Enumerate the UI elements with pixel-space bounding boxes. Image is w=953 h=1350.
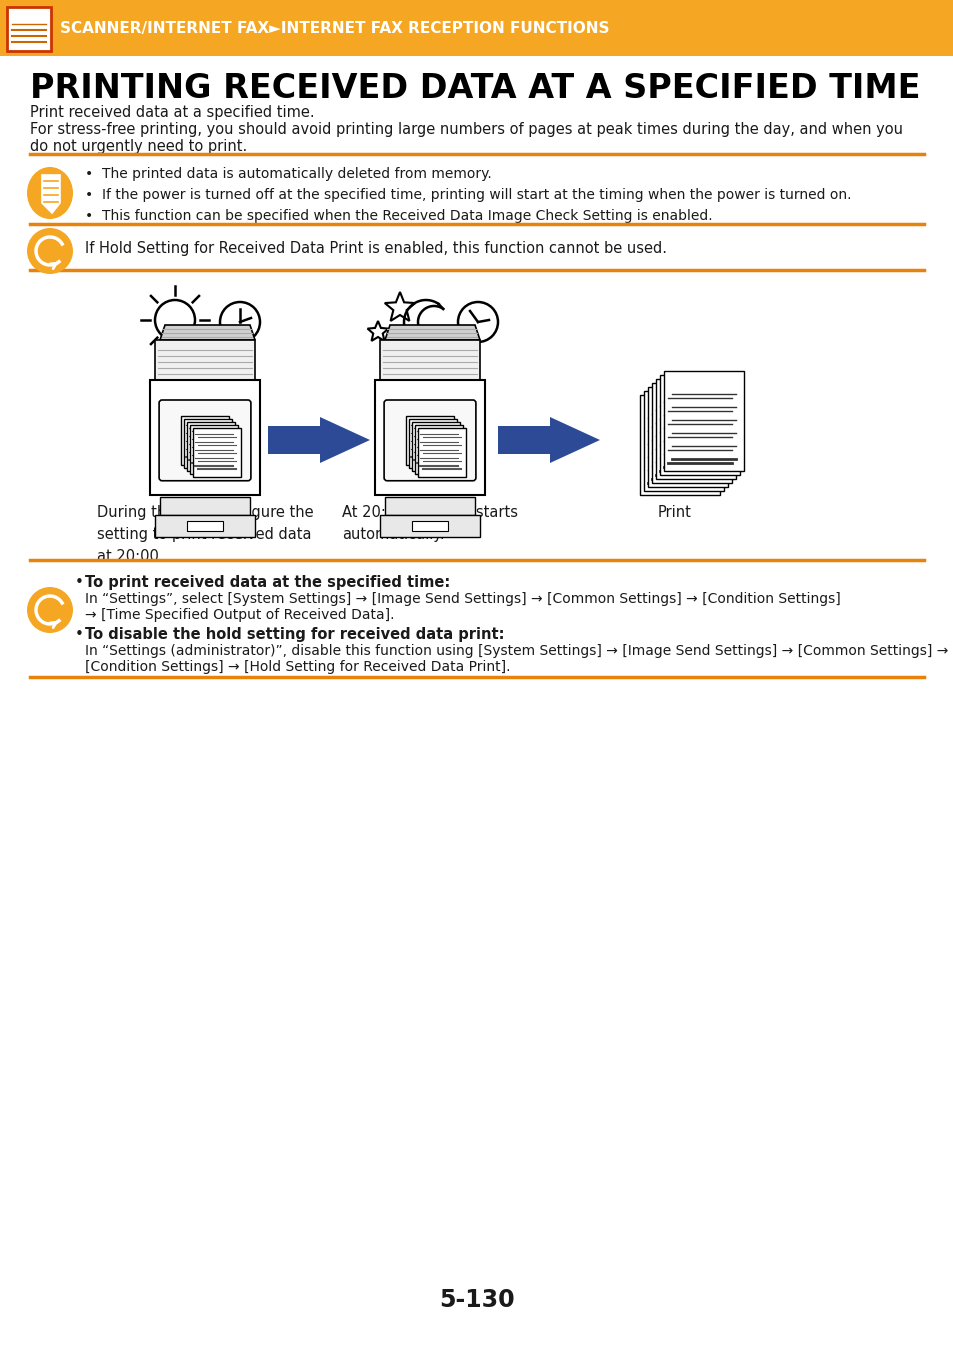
FancyBboxPatch shape [187, 423, 234, 471]
Text: •  The printed data is automatically deleted from memory.: • The printed data is automatically dele… [85, 167, 491, 181]
FancyBboxPatch shape [385, 497, 475, 514]
Text: [Condition Settings] → [Hold Setting for Received Data Print].: [Condition Settings] → [Hold Setting for… [85, 660, 510, 674]
Polygon shape [160, 325, 254, 340]
FancyBboxPatch shape [647, 387, 727, 487]
Text: For stress-free printing, you should avoid printing large numbers of pages at pe: For stress-free printing, you should avo… [30, 122, 902, 136]
FancyBboxPatch shape [187, 521, 223, 531]
FancyBboxPatch shape [193, 428, 240, 477]
FancyBboxPatch shape [191, 425, 237, 474]
Polygon shape [497, 417, 599, 463]
Text: Print: Print [658, 505, 691, 520]
Polygon shape [268, 417, 370, 463]
FancyBboxPatch shape [651, 383, 731, 483]
FancyBboxPatch shape [412, 521, 448, 531]
FancyBboxPatch shape [184, 418, 232, 467]
Text: •  This function can be specified when the Received Data Image Check Setting is : • This function can be specified when th… [85, 209, 712, 223]
FancyBboxPatch shape [375, 379, 484, 495]
Text: To disable the hold setting for received data print:: To disable the hold setting for received… [85, 626, 504, 643]
Text: To print received data at the specified time:: To print received data at the specified … [85, 575, 450, 590]
FancyBboxPatch shape [7, 7, 51, 51]
FancyBboxPatch shape [154, 340, 254, 379]
Text: SCANNER/INTERNET FAX►INTERNET FAX RECEPTION FUNCTIONS: SCANNER/INTERNET FAX►INTERNET FAX RECEPT… [60, 20, 609, 35]
FancyBboxPatch shape [406, 416, 453, 464]
FancyBboxPatch shape [656, 379, 735, 479]
FancyBboxPatch shape [379, 514, 479, 537]
FancyBboxPatch shape [412, 423, 459, 471]
FancyBboxPatch shape [643, 392, 723, 491]
Text: •: • [75, 626, 89, 643]
Text: During the day, configure the
setting to print received data
at 20:00.: During the day, configure the setting to… [96, 505, 313, 564]
FancyBboxPatch shape [659, 375, 740, 475]
Ellipse shape [27, 228, 73, 274]
Ellipse shape [27, 167, 73, 219]
Text: In “Settings”, select [System Settings] → [Image Send Settings] → [Common Settin: In “Settings”, select [System Settings] … [85, 593, 840, 606]
FancyBboxPatch shape [418, 428, 465, 477]
Text: 5-130: 5-130 [438, 1288, 515, 1312]
Polygon shape [385, 325, 479, 340]
FancyBboxPatch shape [415, 425, 462, 474]
FancyBboxPatch shape [160, 497, 250, 514]
Text: PRINTING RECEIVED DATA AT A SPECIFIED TIME: PRINTING RECEIVED DATA AT A SPECIFIED TI… [30, 72, 920, 105]
Polygon shape [42, 176, 60, 213]
Text: Print received data at a specified time.: Print received data at a specified time. [30, 105, 314, 120]
FancyBboxPatch shape [379, 340, 479, 379]
Ellipse shape [27, 587, 73, 633]
FancyBboxPatch shape [154, 514, 254, 537]
FancyBboxPatch shape [639, 396, 720, 495]
FancyBboxPatch shape [150, 379, 260, 495]
FancyBboxPatch shape [159, 400, 251, 481]
Text: do not urgently need to print.: do not urgently need to print. [30, 139, 247, 154]
FancyBboxPatch shape [663, 371, 743, 471]
Text: If Hold Setting for Received Data Print is enabled, this function cannot be used: If Hold Setting for Received Data Print … [85, 242, 666, 256]
FancyBboxPatch shape [384, 400, 476, 481]
FancyBboxPatch shape [0, 0, 953, 55]
Text: •  If the power is turned off at the specified time, printing will start at the : • If the power is turned off at the spec… [85, 188, 851, 202]
Text: At 20:00, printing starts
automatically.: At 20:00, printing starts automatically. [341, 505, 517, 543]
Text: In “Settings (administrator)”, disable this function using [System Settings] → [: In “Settings (administrator)”, disable t… [85, 644, 947, 657]
FancyBboxPatch shape [181, 416, 229, 464]
Text: •: • [75, 575, 89, 590]
Text: → [Time Specified Output of Received Data].: → [Time Specified Output of Received Dat… [85, 608, 395, 622]
FancyBboxPatch shape [409, 418, 456, 467]
